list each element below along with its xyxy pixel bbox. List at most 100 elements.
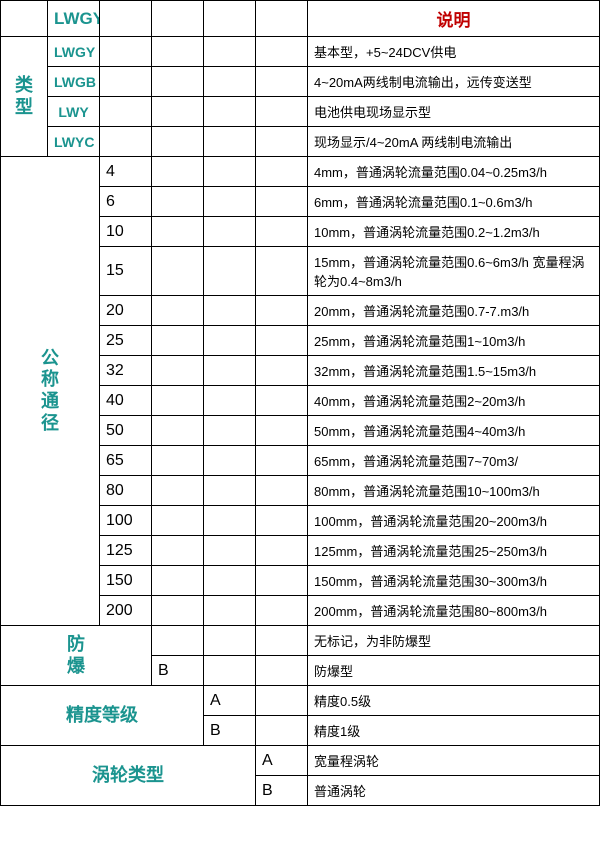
- type-desc: 4~20mA两线制电流输出，远传变送型: [308, 67, 600, 97]
- table-row: 防爆 无标记，为非防爆型: [1, 626, 600, 656]
- category-acc-label: 精度等级: [1, 686, 204, 746]
- turb-desc: 宽量程涡轮: [308, 746, 600, 776]
- cell-empty: [152, 67, 204, 97]
- dn-desc: 125mm，普通涡轮流量范围25~250m3/h: [308, 536, 600, 566]
- cell-empty: [204, 217, 256, 247]
- cell-empty: [152, 157, 204, 187]
- cell-empty: [152, 386, 204, 416]
- cell-empty: [100, 67, 152, 97]
- acc-desc: 精度1级: [308, 716, 600, 746]
- cell-empty: [256, 67, 308, 97]
- cell-empty: [256, 356, 308, 386]
- cell-empty: [256, 566, 308, 596]
- table-row: LWYC 现场显示/4~20mA 两线制电流输出: [1, 127, 600, 157]
- dn-desc: 50mm，普通涡轮流量范围4~40m3/h: [308, 416, 600, 446]
- cell-empty: [256, 506, 308, 536]
- cell-empty: [204, 656, 256, 686]
- cell-empty: [152, 416, 204, 446]
- dn-desc: 4mm，普通涡轮流量范围0.04~0.25m3/h: [308, 157, 600, 187]
- cell-empty: [152, 187, 204, 217]
- table-row: 涡轮类型 A 宽量程涡轮: [1, 746, 600, 776]
- cell-empty: [152, 127, 204, 157]
- table-row: 精度等级 A 精度0.5级: [1, 686, 600, 716]
- table-row: LWGB 4~20mA两线制电流输出，远传变送型: [1, 67, 600, 97]
- dn-desc: 200mm，普通涡轮流量范围80~800m3/h: [308, 596, 600, 626]
- dn-code: 15: [100, 247, 152, 296]
- cell-empty: [256, 626, 308, 656]
- cell-empty: [152, 536, 204, 566]
- cell-empty: [256, 686, 308, 716]
- cell-empty: [100, 37, 152, 67]
- type-code: LWYC: [48, 127, 100, 157]
- cell-empty: [204, 37, 256, 67]
- cell-empty: [204, 67, 256, 97]
- category-type-label: 类型: [1, 37, 48, 157]
- dn-code: 100: [100, 506, 152, 536]
- cell-empty: [204, 506, 256, 536]
- cell-empty: [256, 596, 308, 626]
- cell-empty: [152, 566, 204, 596]
- cell-empty: [256, 446, 308, 476]
- cell-empty: [204, 1, 256, 37]
- cell-empty: [204, 446, 256, 476]
- cell-empty: [204, 326, 256, 356]
- cell-empty: [256, 416, 308, 446]
- cell-empty: [256, 37, 308, 67]
- cell-empty: [256, 217, 308, 247]
- dn-code: 4: [100, 157, 152, 187]
- cell-empty: [204, 356, 256, 386]
- dn-code: 10: [100, 217, 152, 247]
- table-row: LWGY 说明: [1, 1, 600, 37]
- category-ex-label: 防爆: [1, 626, 152, 686]
- cell-empty: [256, 716, 308, 746]
- cell-empty: [152, 97, 204, 127]
- cell-empty: [256, 296, 308, 326]
- type-desc: 电池供电现场显示型: [308, 97, 600, 127]
- dn-code: 20: [100, 296, 152, 326]
- cell-empty: [204, 296, 256, 326]
- cell-empty: [256, 247, 308, 296]
- turb-code: A: [256, 746, 308, 776]
- dn-desc: 25mm，普通涡轮流量范围1~10m3/h: [308, 326, 600, 356]
- cell-empty: [152, 1, 204, 37]
- cell-empty: [256, 187, 308, 217]
- type-code: LWY: [48, 97, 100, 127]
- cell-empty: [204, 127, 256, 157]
- cell-empty: [256, 157, 308, 187]
- type-code: LWGB: [48, 67, 100, 97]
- dn-code: 80: [100, 476, 152, 506]
- category-turb-label: 涡轮类型: [1, 746, 256, 806]
- cell-empty: [152, 356, 204, 386]
- dn-desc: 80mm，普通涡轮流量范围10~100m3/h: [308, 476, 600, 506]
- cell-empty: [256, 656, 308, 686]
- turb-desc: 普通涡轮: [308, 776, 600, 806]
- acc-code: A: [204, 686, 256, 716]
- cell-empty: [152, 476, 204, 506]
- acc-code: B: [204, 716, 256, 746]
- dn-code: 125: [100, 536, 152, 566]
- cell-empty: [152, 296, 204, 326]
- cell-empty: [256, 127, 308, 157]
- cell-empty: [152, 326, 204, 356]
- acc-desc: 精度0.5级: [308, 686, 600, 716]
- cell-empty: [256, 476, 308, 506]
- dn-desc: 65mm，普通涡轮流量范围7~70m3/: [308, 446, 600, 476]
- dn-code: 150: [100, 566, 152, 596]
- cell-empty: [256, 536, 308, 566]
- cell-empty: [204, 566, 256, 596]
- table-row: 公称通径 4 4mm，普通涡轮流量范围0.04~0.25m3/h: [1, 157, 600, 187]
- cell-empty: [204, 187, 256, 217]
- cell-empty: [152, 506, 204, 536]
- dn-desc: 6mm，普通涡轮流量范围0.1~0.6m3/h: [308, 187, 600, 217]
- dn-desc: 20mm，普通涡轮流量范围0.7-7.m3/h: [308, 296, 600, 326]
- cell-empty: [100, 1, 152, 37]
- cell-empty: [1, 1, 48, 37]
- header-shuoming: 说明: [308, 1, 600, 37]
- ex-desc: 防爆型: [308, 656, 600, 686]
- dn-code: 40: [100, 386, 152, 416]
- type-desc: 基本型，+5~24DCV供电: [308, 37, 600, 67]
- spec-table: LWGY 说明 类型 LWGY 基本型，+5~24DCV供电 LWGB 4~20…: [0, 0, 600, 806]
- cell-empty: [204, 626, 256, 656]
- dn-desc: 15mm，普通涡轮流量范围0.6~6m3/h 宽量程涡轮为0.4~8m3/h: [308, 247, 600, 296]
- type-desc: 现场显示/4~20mA 两线制电流输出: [308, 127, 600, 157]
